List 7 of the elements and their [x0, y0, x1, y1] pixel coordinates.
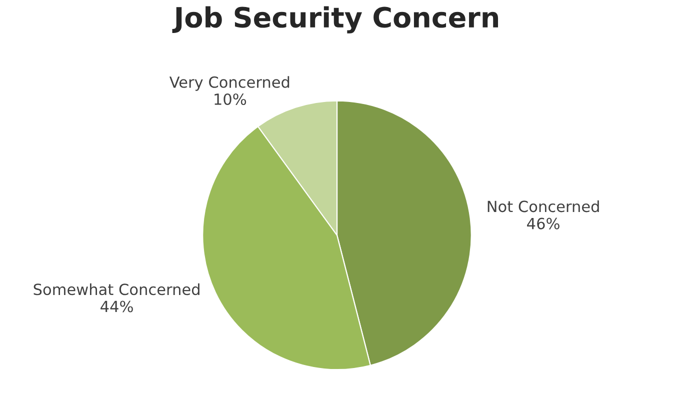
data-label: 46% [527, 218, 560, 230]
slice-label: Not Concerned [488, 200, 599, 212]
slice-label: Somewhat Concerned [34, 283, 200, 296]
data-label: 44% [100, 300, 133, 312]
slice-label: Very Concerned [169, 76, 290, 91]
chart-title: Job Security Concern [172, 6, 498, 34]
data-label: 10% [214, 93, 246, 106]
